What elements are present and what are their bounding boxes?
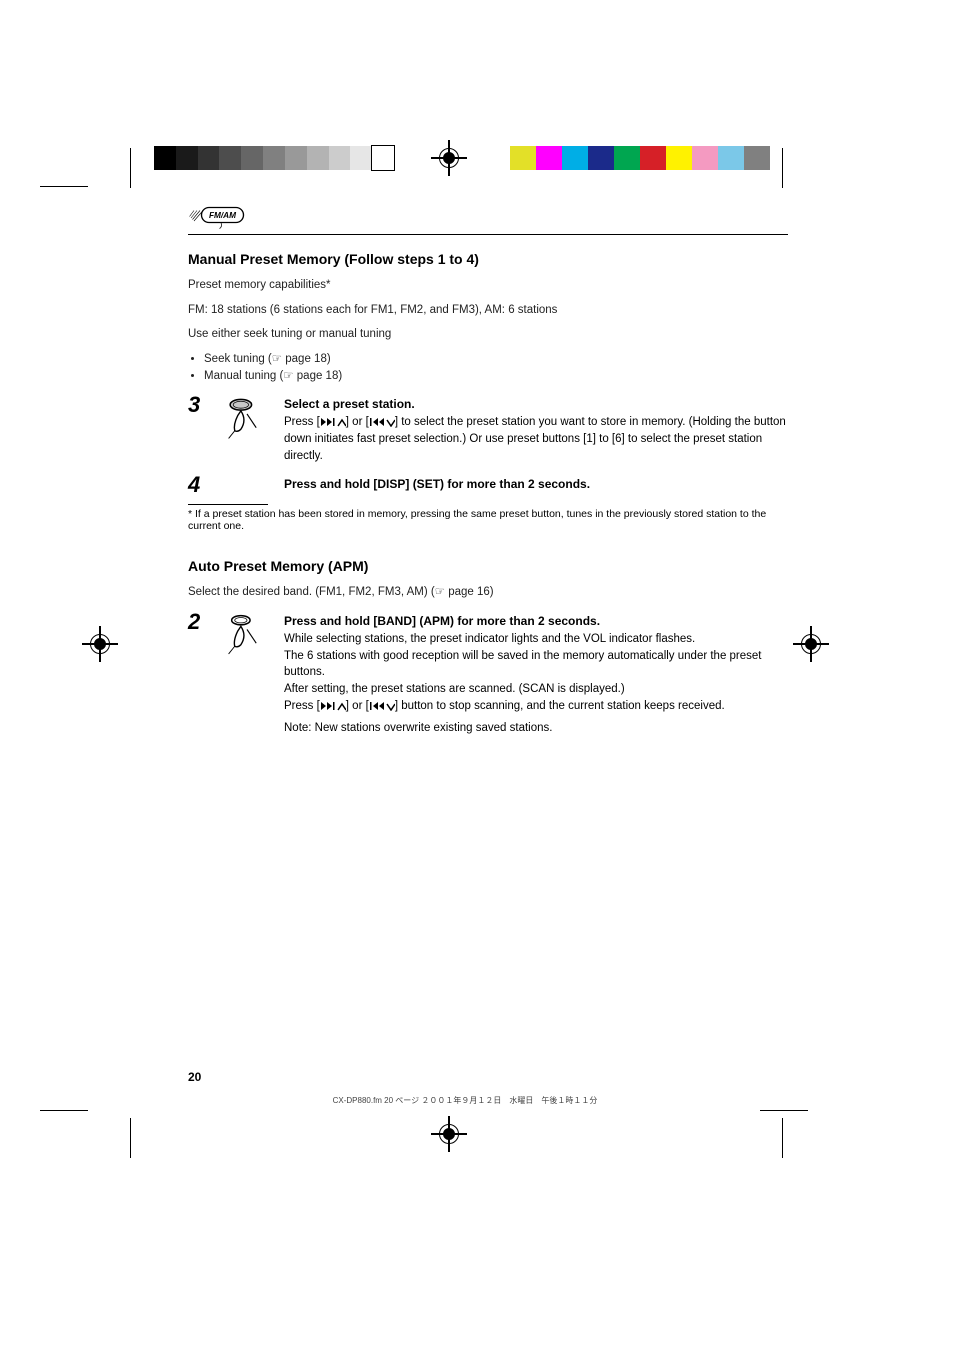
registration-mark-icon [82,626,118,662]
step-title: Press and hold [BAND] (APM) for more tha… [284,614,788,628]
crop-mark [40,186,88,187]
bullet-list: Seek tuning (☞ page 18) Manual tuning (☞… [188,351,788,384]
step-row: 2 Press and hold [BAND] (APM) for more t… [188,611,788,737]
section-title: Auto Preset Memory (APM) [188,558,788,574]
list-item: Manual tuning (☞ page 18) [204,368,788,385]
crop-mark [760,1110,808,1111]
list-item: Seek tuning (☞ page 18) [204,351,788,368]
step-title: Select a preset station. [284,397,788,411]
prev-down-icon [369,701,395,711]
crop-mark [40,1110,88,1111]
step-row: 3 Select a preset station. Press [] or [… [188,394,788,464]
next-up-icon [320,417,346,427]
paragraph: FM: 18 stations (6 stations each for FM1… [188,302,788,319]
svg-text:FM/AM: FM/AM [209,211,237,220]
page-number: 20 [188,1070,201,1084]
step-body: Press [] or [] to select the preset stat… [284,414,788,464]
registration-mark-icon [431,1116,467,1152]
registration-mark-icon [793,626,829,662]
file-stamp: CX-DP880.fm 20 ページ ２００１年９月１２日 水曜日 午後１時１１… [290,1095,640,1106]
page: FM/AM Manual Preset Memory (Follow steps… [0,0,954,1351]
step-number: 4 [188,474,210,496]
section-title: Manual Preset Memory (Follow steps 1 to … [188,251,788,267]
step-number: 2 [188,611,210,633]
paragraph: Select the desired band. (FM1, FM2, FM3,… [188,584,788,601]
step-body: While selecting stations, the preset ind… [284,631,788,714]
paragraph: Use either seek tuning or manual tuning [188,326,788,343]
chapter-divider [188,234,788,235]
crop-mark [782,148,783,188]
crop-mark [130,1118,131,1158]
crop-mark [130,148,131,188]
fm-am-chapter-icon: FM/AM [188,200,248,230]
footnote: * If a preset station has been stored in… [188,504,788,532]
press-button-icon [224,611,270,662]
next-up-icon [320,701,346,711]
color-calibration-bar [510,146,770,170]
step-title: Press and hold [DISP] (SET) for more tha… [284,477,788,491]
step-note: Note: New stations overwrite existing sa… [284,720,788,737]
registration-mark-icon [431,140,467,176]
step-number: 3 [188,394,210,416]
grayscale-calibration-bar [154,146,394,170]
step-row: 4 Press and hold [DISP] (SET) for more t… [188,474,788,496]
prev-down-icon [369,417,395,427]
press-button-icon [224,394,270,445]
crop-mark [782,1118,783,1158]
content-area: FM/AM Manual Preset Memory (Follow steps… [188,200,788,745]
paragraph: Preset memory capabilities* [188,277,788,294]
